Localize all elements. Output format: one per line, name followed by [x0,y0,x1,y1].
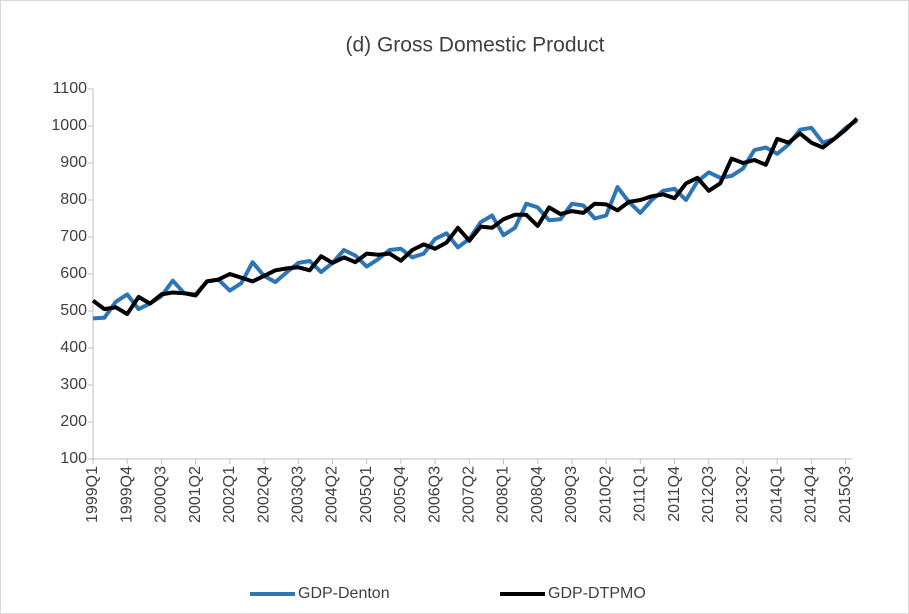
x-tick-label: 2010Q2 [597,466,614,523]
x-tick-label: 2002Q4 [255,466,272,523]
x-tick-label: 2004Q2 [324,466,341,523]
series-line [91,117,859,316]
x-tick-label: 2014Q4 [803,466,820,523]
y-tick-label: 500 [60,302,87,319]
x-tick-label: 2011Q1 [632,466,649,522]
x-tick-label: 2000Q3 [153,466,170,523]
legend-label: GDP-Denton [298,585,390,602]
x-tick-label: 2006Q3 [426,466,443,523]
x-tick-label: 2002Q1 [221,466,238,523]
y-tick-label: 800 [60,191,87,208]
x-tick-label: 2009Q3 [563,466,580,523]
y-tick-label: 200 [60,413,87,430]
x-tick-label: 2012Q3 [700,466,717,523]
x-tick-label: 2007Q2 [461,466,478,523]
y-tick-label: 400 [60,339,87,356]
x-tick-label: 2013Q2 [734,466,751,523]
legend-label: GDP-DTPMO [548,585,646,602]
y-tick-label: 1100 [53,80,88,97]
y-tick-label: 1000 [51,117,87,134]
y-tick-label: 900 [60,154,87,171]
x-tick-label: 2015Q3 [837,466,854,523]
x-tick-label: 2008Q4 [529,466,546,523]
y-tick-label: 600 [60,265,87,282]
x-tick-label: 1999Q4 [118,466,135,523]
chart-title: (d) Gross Domestic Product [345,34,604,57]
x-tick-label: 2011Q4 [666,466,683,522]
x-tick-label: 2008Q1 [495,466,512,523]
x-tick-label: 2005Q1 [358,466,375,523]
x-tick-label: 2001Q2 [187,466,204,523]
x-tick-label: 1999Q1 [84,466,101,523]
x-tick-label: 2014Q1 [768,466,785,523]
y-tick-label: 100 [60,450,87,467]
y-tick-label: 300 [60,376,87,393]
x-tick-label: 2005Q4 [392,466,409,523]
x-tick-label: 2003Q3 [289,466,306,523]
y-tick-label: 700 [60,228,87,245]
